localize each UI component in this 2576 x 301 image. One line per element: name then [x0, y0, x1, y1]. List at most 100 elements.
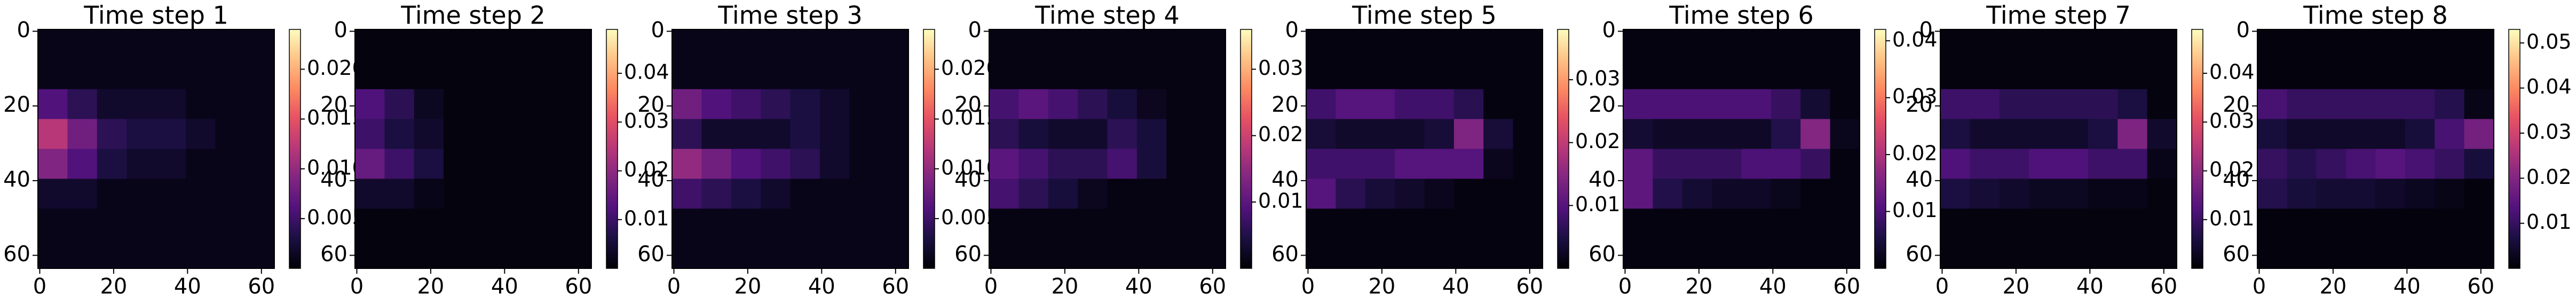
y-tick-label: 0 — [17, 18, 30, 42]
heatmap-cell — [502, 209, 533, 239]
heatmap-cell — [761, 209, 791, 239]
y-tick-label: 20 — [1906, 92, 1933, 117]
heatmap-cell — [1166, 149, 1197, 179]
heatmap-cell — [879, 29, 909, 60]
heatmap-cell — [127, 89, 157, 120]
heatmap-cell — [672, 59, 702, 90]
heatmap-cell — [67, 209, 98, 239]
heatmap-cell — [97, 59, 127, 90]
x-tick-label: 20 — [417, 274, 444, 299]
x-tick-label: 40 — [1442, 274, 1469, 299]
heatmap-cell — [761, 238, 791, 269]
heatmap-cell — [1395, 29, 1425, 60]
heatmap-cell — [1048, 59, 1078, 90]
heatmap-cell — [1513, 89, 1543, 120]
y-tick-label: 60 — [637, 242, 665, 267]
heatmap-cell — [2435, 209, 2465, 239]
heatmap-cell — [2257, 149, 2287, 179]
x-tick-label: 40 — [2076, 274, 2104, 299]
x-tick-label: 20 — [1051, 274, 1078, 299]
heatmap-cell — [156, 149, 186, 179]
heatmap-cell — [2257, 209, 2287, 239]
heatmap-cell — [2464, 59, 2494, 90]
heatmap-cell — [38, 89, 68, 120]
heatmap-cell — [215, 59, 246, 90]
heatmap-cell — [1771, 119, 1801, 150]
heatmap-cell — [532, 209, 563, 239]
heatmap-cell — [2287, 59, 2317, 90]
heatmap-cell — [156, 89, 186, 120]
heatmap-cell — [38, 29, 68, 60]
y-tick-label: 60 — [954, 242, 982, 267]
heatmap-cell — [879, 119, 909, 150]
heatmap-cell — [97, 89, 127, 120]
heatmap-cell — [2147, 209, 2177, 239]
heatmap-cell — [562, 59, 592, 90]
heatmap-cell — [2316, 149, 2346, 179]
heatmap-cell — [1395, 89, 1425, 120]
heatmap-cell — [1048, 149, 1078, 179]
heatmap-cell — [672, 209, 702, 239]
heatmap-cell — [244, 209, 275, 239]
panel-title: Time step 4 — [1034, 1, 1180, 30]
heatmap-cell — [1306, 238, 1336, 269]
heatmap-cell — [532, 238, 563, 269]
heatmap-cell — [1136, 29, 1167, 60]
heatmap-cell — [819, 119, 850, 150]
heatmap-cell — [156, 119, 186, 150]
heatmap-cell — [1682, 149, 1712, 179]
heatmap-cell — [1453, 89, 1484, 120]
heatmap-cell — [2058, 238, 2089, 269]
x-tick-label: 20 — [2319, 274, 2346, 299]
heatmap-cell — [2117, 149, 2148, 179]
y-tick-label: 60 — [3, 242, 30, 267]
heatmap-cell — [672, 238, 702, 269]
heatmap-cell — [185, 59, 216, 90]
heatmap-cell — [2058, 149, 2089, 179]
x-tick-label: 40 — [808, 274, 835, 299]
heatmap-cell — [1682, 29, 1712, 60]
heatmap-cell — [1712, 29, 1742, 60]
y-tick-label: 60 — [1589, 242, 1616, 267]
heatmap-cell — [1653, 119, 1683, 150]
heatmap-cell — [215, 238, 246, 269]
heatmap-cell — [473, 179, 503, 209]
heatmap-cell — [1771, 179, 1801, 209]
heatmap-cell — [156, 209, 186, 239]
heatmap-cell — [1940, 119, 1970, 150]
heatmap-cell — [1483, 149, 1514, 179]
heatmap-cell — [185, 29, 216, 60]
heatmap-cell — [989, 89, 1019, 120]
panel: Time step 20 20 40 6002040600.010.020.030.0… — [320, 1, 669, 299]
heatmap-cell — [879, 59, 909, 90]
heatmap-cell — [761, 149, 791, 179]
heatmap-cell — [444, 119, 474, 150]
heatmap-cell — [1395, 149, 1425, 179]
heatmap-cell — [2058, 89, 2089, 120]
axes-frame — [2257, 29, 2494, 269]
heatmap-cell — [355, 238, 385, 269]
x-tick-label: 40 — [491, 274, 518, 299]
heatmap-cell — [1306, 119, 1336, 150]
colorbar-tick-label: 0.04 — [2526, 75, 2572, 98]
axes-frame — [354, 29, 592, 269]
heatmap-cell — [156, 29, 186, 60]
heatmap-cell — [731, 149, 761, 179]
heatmap-cell — [1513, 179, 1543, 209]
heatmap-cell — [1365, 179, 1395, 209]
heatmap-cell — [1940, 238, 1970, 269]
heatmap-cell — [1970, 209, 2000, 239]
y-tick-label: 40 — [1589, 167, 1616, 192]
heatmap-cell — [819, 149, 850, 179]
heatmap-cell — [502, 119, 533, 150]
heatmap-cell — [473, 29, 503, 60]
heatmap-cell — [701, 89, 732, 120]
heatmap-cell — [1424, 119, 1455, 150]
heatmap-cell — [1623, 89, 1653, 120]
x-tick-label: 60 — [1199, 274, 1226, 299]
heatmap-cell — [2346, 59, 2376, 90]
heatmap-cell — [502, 59, 533, 90]
heatmap-cell — [414, 59, 444, 90]
heatmap-cell — [2435, 89, 2465, 120]
heatmap-cell — [38, 179, 68, 209]
